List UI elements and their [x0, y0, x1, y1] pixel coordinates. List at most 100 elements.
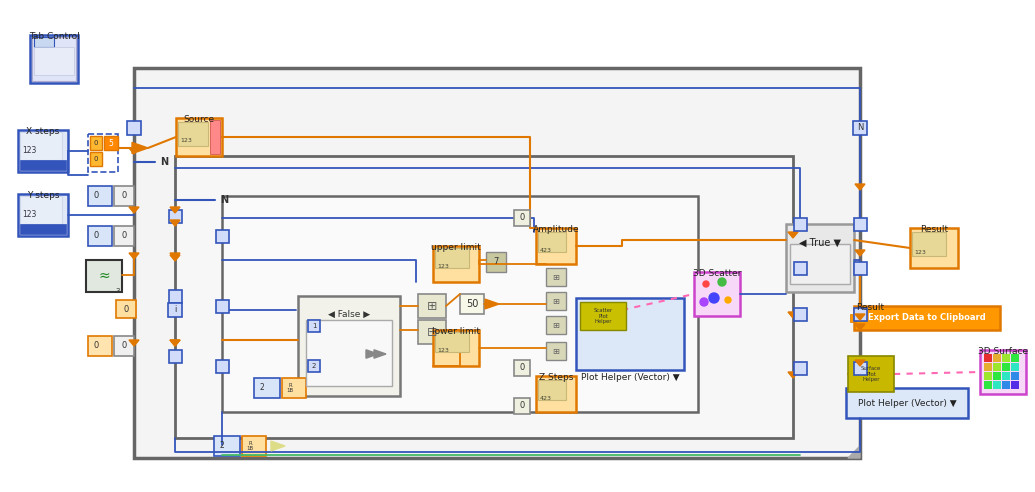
Polygon shape	[855, 360, 865, 366]
Bar	[786, 224, 854, 292]
Bar	[254, 378, 280, 398]
Text: N: N	[160, 157, 168, 167]
Bar	[794, 362, 806, 374]
Text: Plot Helper (Vector) ▼: Plot Helper (Vector) ▼	[581, 373, 679, 382]
Bar	[221, 196, 698, 412]
Text: ◀ False ▶: ◀ False ▶	[328, 310, 371, 319]
Bar	[984, 354, 992, 362]
Bar	[18, 130, 68, 172]
Bar	[114, 186, 134, 206]
Text: X steps: X steps	[26, 127, 60, 136]
Bar	[910, 228, 958, 268]
Polygon shape	[374, 350, 386, 358]
Bar	[32, 37, 76, 81]
Circle shape	[709, 293, 719, 303]
Text: 0: 0	[94, 341, 99, 350]
Polygon shape	[132, 142, 148, 154]
Bar	[1002, 372, 1010, 380]
Bar	[175, 156, 793, 438]
Bar	[993, 354, 1001, 362]
Text: ⊞: ⊞	[426, 300, 437, 312]
Bar	[90, 136, 102, 150]
Text: 3D Surface: 3D Surface	[978, 347, 1028, 356]
Bar	[418, 294, 446, 318]
Bar	[34, 37, 54, 47]
Text: R
1B: R 1B	[287, 383, 294, 394]
Bar	[848, 356, 894, 392]
Bar	[854, 362, 866, 374]
Text: 123: 123	[437, 348, 449, 353]
Bar	[580, 302, 626, 330]
Bar	[546, 268, 566, 286]
Text: ⊞: ⊞	[553, 297, 560, 306]
Bar	[846, 388, 968, 418]
Text: ⊞: ⊞	[553, 346, 560, 356]
Bar	[169, 289, 181, 303]
Bar	[1002, 354, 1010, 362]
Bar	[460, 294, 484, 314]
Text: 0: 0	[123, 305, 128, 313]
Bar	[214, 436, 240, 456]
Text: Amplitude: Amplitude	[533, 225, 580, 234]
Polygon shape	[129, 207, 139, 213]
Bar	[993, 363, 1001, 371]
Bar	[88, 134, 118, 172]
Bar	[790, 244, 850, 284]
Text: 123: 123	[437, 264, 449, 269]
Bar	[308, 360, 320, 372]
Text: 0: 0	[121, 191, 126, 201]
Bar	[210, 120, 220, 154]
Text: Result: Result	[856, 303, 884, 312]
Bar	[993, 372, 1001, 380]
Polygon shape	[170, 253, 180, 259]
Text: 0: 0	[94, 191, 99, 201]
Text: lower limit: lower limit	[432, 327, 480, 336]
Bar	[514, 398, 530, 414]
Bar	[576, 298, 684, 370]
Bar	[854, 262, 866, 275]
Text: ⊞: ⊞	[553, 273, 560, 281]
Bar	[20, 196, 62, 224]
Bar	[116, 300, 136, 318]
Bar	[20, 160, 66, 170]
Text: 0: 0	[121, 232, 126, 241]
Bar	[18, 194, 68, 236]
Text: Scatter
Plot
Helper: Scatter Plot Helper	[593, 308, 613, 324]
Bar	[853, 121, 867, 135]
Bar	[1011, 381, 1019, 389]
Polygon shape	[788, 312, 798, 318]
Text: 123: 123	[22, 210, 36, 219]
Bar	[854, 306, 1000, 330]
Text: 2: 2	[260, 383, 265, 393]
Text: 0: 0	[520, 364, 525, 372]
Bar	[433, 246, 479, 282]
Bar	[1011, 363, 1019, 371]
Bar	[215, 229, 229, 243]
Bar	[88, 186, 112, 206]
Polygon shape	[788, 232, 798, 238]
Text: Surface
Plot
Helper: Surface Plot Helper	[861, 366, 881, 382]
Bar	[88, 226, 112, 246]
Text: 0: 0	[121, 341, 126, 350]
Bar	[114, 226, 134, 246]
Bar	[1011, 354, 1019, 362]
Bar	[514, 210, 530, 226]
Bar	[794, 308, 806, 320]
Text: N: N	[857, 123, 863, 132]
Polygon shape	[271, 441, 285, 451]
Circle shape	[724, 297, 731, 303]
Polygon shape	[855, 184, 865, 190]
Text: 2: 2	[312, 363, 316, 369]
Bar	[30, 35, 78, 83]
Text: Tab Control: Tab Control	[29, 32, 80, 41]
Text: 423: 423	[540, 248, 552, 253]
Polygon shape	[366, 350, 378, 358]
Bar	[169, 210, 181, 222]
Bar	[114, 336, 134, 356]
Polygon shape	[855, 324, 865, 330]
Bar	[242, 436, 266, 456]
Bar	[134, 68, 860, 458]
Text: Y steps: Y steps	[27, 191, 59, 200]
Text: 123: 123	[914, 250, 926, 255]
Bar	[536, 376, 576, 412]
